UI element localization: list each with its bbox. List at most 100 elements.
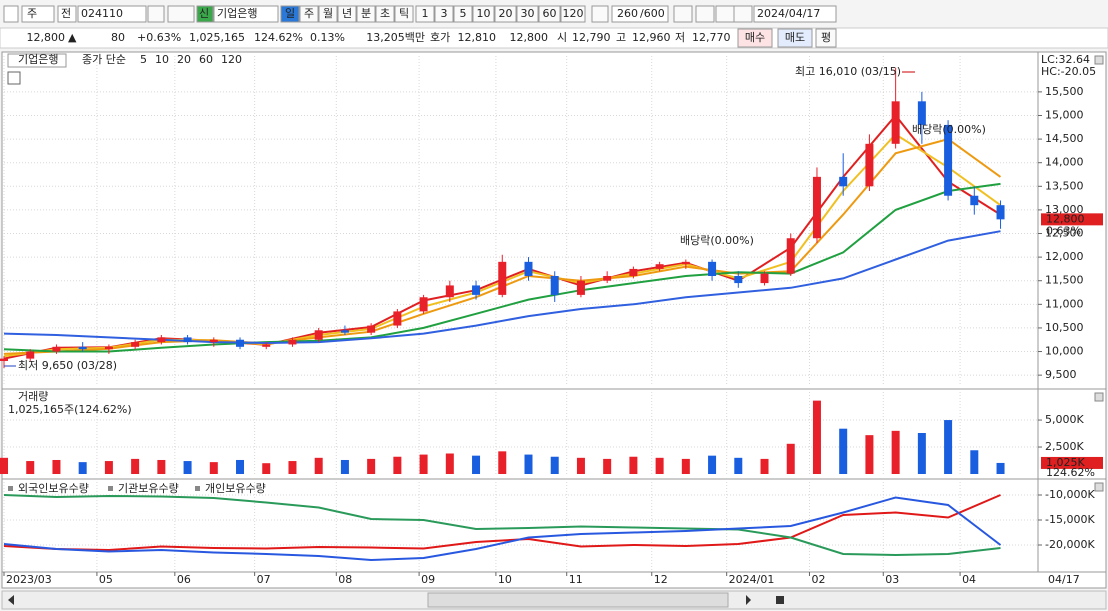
panel-title: 거래량	[18, 390, 48, 403]
stock-name: 기업은행	[217, 7, 257, 20]
candle-body	[104, 346, 113, 350]
candle-body	[786, 238, 795, 274]
sell-button[interactable]	[777, 28, 813, 48]
y-tick-label: 13,000	[1045, 203, 1084, 216]
line	[3, 494, 1001, 552]
last-volume-label: 1,025K	[1046, 456, 1085, 469]
interval-button[interactable]	[538, 5, 561, 23]
stop-button[interactable]	[776, 596, 784, 604]
candle-body	[262, 344, 271, 347]
panel-close[interactable]	[1094, 482, 1104, 492]
candle-body	[498, 261, 507, 295]
sell: 매도	[785, 31, 805, 44]
panel-close[interactable]	[1094, 392, 1104, 402]
quote-arrow: ▲	[68, 31, 77, 44]
legend-entry: 외국인보유수량	[18, 482, 89, 495]
legend-entry: 5	[140, 53, 147, 66]
menu-icon[interactable]	[3, 5, 19, 23]
interval-button[interactable]	[472, 5, 495, 23]
tool-icon[interactable]	[673, 5, 693, 23]
candle-body	[812, 176, 821, 239]
interval-button[interactable]	[434, 5, 454, 23]
volume-bar	[262, 463, 271, 474]
tool-icon[interactable]	[715, 5, 735, 23]
date-input[interactable]	[753, 5, 837, 23]
quote-open: 12,790	[572, 31, 611, 44]
candle-body	[340, 330, 349, 333]
tool-icon[interactable]	[733, 5, 753, 23]
count-input[interactable]	[611, 5, 669, 23]
scroll-left[interactable]	[8, 595, 14, 605]
badge: 신	[199, 7, 209, 20]
period-tab[interactable]	[318, 5, 338, 23]
max-count: /600	[640, 7, 665, 20]
quote-bid: 12,800	[510, 31, 549, 44]
interval-button[interactable]	[494, 5, 517, 23]
y-tick-label: 10,000	[1045, 345, 1084, 358]
name-select[interactable]	[213, 5, 279, 23]
volume-bar	[917, 433, 926, 474]
volume-bar	[498, 451, 507, 474]
x-tick-label: 03	[885, 573, 899, 586]
volume-bar	[786, 443, 795, 474]
candle-body	[944, 124, 953, 196]
volume-bar	[576, 457, 585, 474]
volume-bar	[472, 455, 481, 474]
volume-bar	[681, 458, 690, 474]
buy-button[interactable]	[737, 28, 773, 48]
candle-body	[734, 276, 743, 284]
volume-bar	[367, 458, 376, 474]
panel-close[interactable]	[1094, 55, 1104, 65]
market-select[interactable]	[21, 5, 55, 23]
candle-body	[314, 330, 323, 340]
candle-body	[865, 143, 874, 187]
period-tab[interactable]	[280, 5, 300, 23]
quote-high: 12,960	[632, 31, 671, 44]
candle-body	[708, 261, 717, 276]
legend-entry: 120	[221, 53, 242, 66]
last-price-box	[1041, 213, 1103, 226]
quote-change-rate: +0.63%	[137, 31, 181, 44]
line	[3, 494, 1001, 557]
last-price-label: 12,800	[1046, 212, 1085, 225]
interval: 3	[441, 7, 448, 20]
interval-button[interactable]	[560, 5, 586, 23]
quote-bid-ask-label: 호가	[430, 31, 450, 44]
line	[3, 496, 1002, 562]
annotation: 배당락(0.00%)	[912, 123, 986, 136]
quote-price: 12,800	[27, 31, 66, 44]
search-button[interactable]	[147, 5, 165, 23]
quote-change: 80	[111, 31, 125, 44]
period-tab[interactable]	[375, 5, 395, 23]
volume-bar	[839, 428, 848, 474]
volume-bar	[393, 456, 402, 474]
scroll-thumb[interactable]	[427, 592, 729, 608]
period-tab[interactable]	[299, 5, 319, 23]
avg-button[interactable]	[815, 28, 837, 48]
x-tick-label: 07	[257, 573, 271, 586]
candle-body	[26, 351, 35, 359]
quote-amount: 13,205백만	[366, 31, 425, 44]
period-tab[interactable]	[337, 5, 357, 23]
interval: 60	[543, 7, 557, 20]
dropdown[interactable]	[591, 5, 609, 23]
y-tick-label: 12,000	[1045, 250, 1084, 263]
code-input[interactable]	[77, 5, 147, 23]
volume-bar	[708, 455, 717, 474]
play-button[interactable]	[746, 595, 751, 605]
interval-button[interactable]	[415, 5, 435, 23]
y-tick-label: -10,000K	[1045, 488, 1095, 501]
tool-icon[interactable]	[695, 5, 715, 23]
volume-bar	[629, 456, 638, 474]
volume-bar	[78, 462, 87, 474]
x-tick-label: 2023/03	[6, 573, 52, 586]
sound-button[interactable]	[167, 5, 195, 23]
mode-button[interactable]	[57, 5, 77, 23]
interval-button[interactable]	[516, 5, 539, 23]
period-tab[interactable]	[394, 5, 414, 23]
y-tick-label: 2,500K	[1045, 440, 1084, 453]
table-icon[interactable]	[7, 71, 21, 85]
period-tab[interactable]	[356, 5, 376, 23]
interval-button[interactable]	[453, 5, 473, 23]
last-volume-change: 124.62%	[1046, 466, 1095, 479]
